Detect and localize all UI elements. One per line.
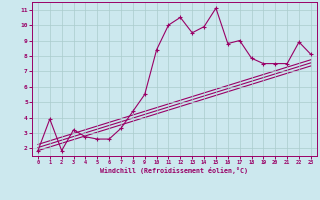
X-axis label: Windchill (Refroidissement éolien,°C): Windchill (Refroidissement éolien,°C)	[100, 167, 248, 174]
